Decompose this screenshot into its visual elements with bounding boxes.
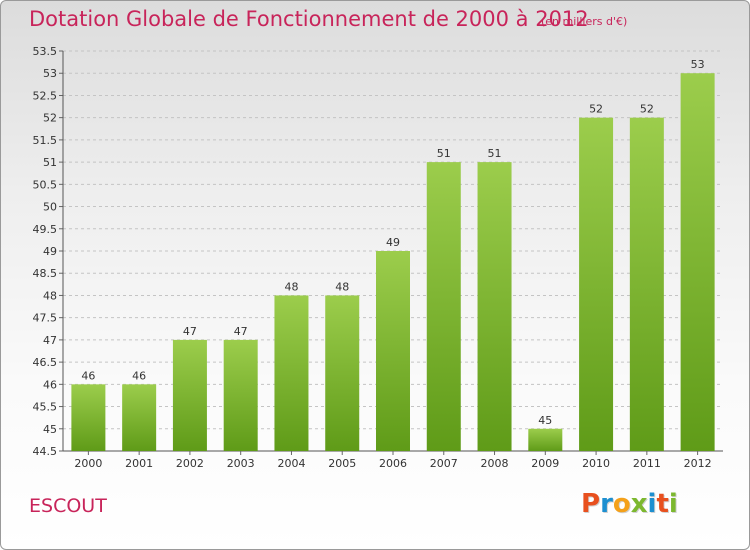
y-tick-label: 51.5 — [33, 134, 58, 147]
data-label: 52 — [589, 103, 603, 116]
bar — [71, 384, 106, 451]
bar — [223, 339, 258, 451]
data-label: 51 — [488, 147, 502, 160]
x-tick-label: 2002 — [176, 457, 204, 470]
logo-letter: x — [630, 489, 648, 519]
data-label: 49 — [386, 236, 400, 249]
bar — [528, 428, 563, 451]
x-tick-label: 2001 — [125, 457, 153, 470]
data-labels: 46 46 47 47 48 48 49 51 51 45 52 52 53 — [81, 58, 704, 427]
chart-unit-note: (en milliers d'€) — [541, 15, 628, 28]
logo-letter: P — [581, 489, 601, 519]
data-label: 47 — [234, 325, 248, 338]
data-label: 45 — [538, 414, 552, 427]
bars — [71, 73, 715, 452]
x-tick-label: 2006 — [379, 457, 407, 470]
bar — [122, 384, 157, 451]
data-label: 53 — [691, 58, 705, 71]
x-tick-label: 2007 — [430, 457, 458, 470]
bar — [629, 117, 664, 452]
data-label: 51 — [437, 147, 451, 160]
x-tick-label: 2010 — [582, 457, 610, 470]
logo-letter: i — [668, 489, 678, 519]
x-tick-label: 2012 — [684, 457, 712, 470]
x-tick-label: 2005 — [328, 457, 356, 470]
bar — [477, 162, 512, 451]
y-tick-label: 53 — [43, 67, 57, 80]
y-tick-label: 46 — [43, 378, 57, 391]
data-label: 47 — [183, 325, 197, 338]
y-tick-label: 52.5 — [33, 89, 58, 102]
y-tick-label: 51 — [43, 156, 57, 169]
x-tick-label: 2009 — [531, 457, 559, 470]
y-tick-label: 44.5 — [33, 445, 58, 458]
y-tick-label: 52 — [43, 112, 57, 125]
data-label: 46 — [132, 369, 146, 382]
x-tick-label: 2011 — [633, 457, 661, 470]
y-tick-label: 48.5 — [33, 267, 58, 280]
x-tick-label: 2003 — [227, 457, 255, 470]
y-tick-label: 46.5 — [33, 356, 58, 369]
proxiti-logo[interactable]: Proxiti — [581, 489, 678, 519]
x-tick-label: 2008 — [481, 457, 509, 470]
bar — [426, 162, 461, 451]
x-tick-label: 2000 — [74, 457, 102, 470]
bar — [172, 339, 207, 451]
y-tick-labels: 44.5 45 45.5 46 46.5 47 47.5 48 48.5 49 49.5 50 50.5… — [33, 45, 58, 458]
data-label: 52 — [640, 103, 654, 116]
chart-title: Dotation Globale de Fonctionnement de 20… — [29, 7, 589, 31]
y-tick-label: 49.5 — [33, 223, 58, 236]
data-label: 48 — [335, 280, 349, 293]
x-tick-labels: 2000 2001 2002 2003 2004 2005 2006 2007 2008 2009… — [74, 457, 711, 470]
data-label: 46 — [81, 369, 95, 382]
bar — [680, 73, 715, 451]
logo-letter: r — [600, 489, 613, 519]
y-tick-label: 47.5 — [33, 312, 58, 325]
bar — [274, 295, 309, 451]
logo-letter: o — [612, 489, 631, 519]
logo-letter: i — [647, 489, 657, 519]
x-tick-label: 2004 — [277, 457, 305, 470]
y-tick-label: 53.5 — [33, 45, 58, 58]
place-name: ESCOUT — [29, 495, 107, 517]
bar — [376, 251, 410, 451]
bar — [325, 295, 360, 451]
y-tick-label: 48 — [43, 289, 57, 302]
y-tick-label: 45 — [43, 423, 57, 436]
y-tick-label: 50.5 — [33, 178, 58, 191]
logo-letter: t — [656, 489, 669, 519]
y-tick-label: 45.5 — [33, 401, 58, 414]
y-tick-label: 49 — [43, 245, 57, 258]
bar — [579, 117, 614, 452]
y-tick-label: 50 — [43, 201, 57, 214]
y-tick-label: 47 — [43, 334, 57, 347]
data-label: 48 — [284, 280, 298, 293]
